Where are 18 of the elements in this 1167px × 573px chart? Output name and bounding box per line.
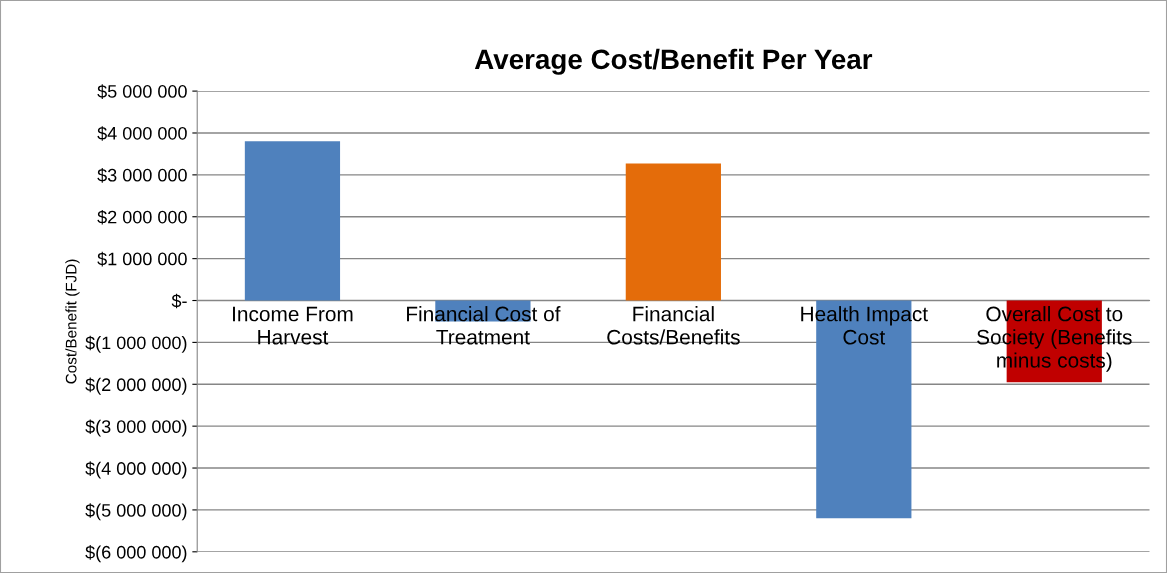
y-tick-label: $3 000 000 <box>97 168 187 183</box>
y-tick-label: $(3 000 000) <box>85 419 187 437</box>
y-tick-label: $5 000 000 <box>97 84 187 99</box>
y-axis-title: Cost/Benefit (FJD) <box>65 259 80 384</box>
bar <box>625 163 721 301</box>
y-tick-label: $(6 000 000) <box>85 545 187 563</box>
y-tick-label: $(1 000 000) <box>85 335 187 353</box>
y-tick-label: $1 000 000 <box>97 251 187 267</box>
y-tick-label: $(4 000 000) <box>85 461 187 479</box>
y-tick-label: $- <box>171 293 187 309</box>
y-tick-label: $4 000 000 <box>97 126 187 141</box>
x-tick-label: Income From Harvest <box>233 306 353 345</box>
chart-title: Average Cost/Benefit Per Year <box>474 48 873 75</box>
y-tick-label: $(5 000 000) <box>85 503 187 521</box>
y-tick-label: $2 000 000 <box>97 209 187 225</box>
bar <box>244 141 341 301</box>
y-tick-label: $(2 000 000) <box>85 377 187 395</box>
x-tick-label: Financial Costs/Benefits <box>607 306 740 345</box>
